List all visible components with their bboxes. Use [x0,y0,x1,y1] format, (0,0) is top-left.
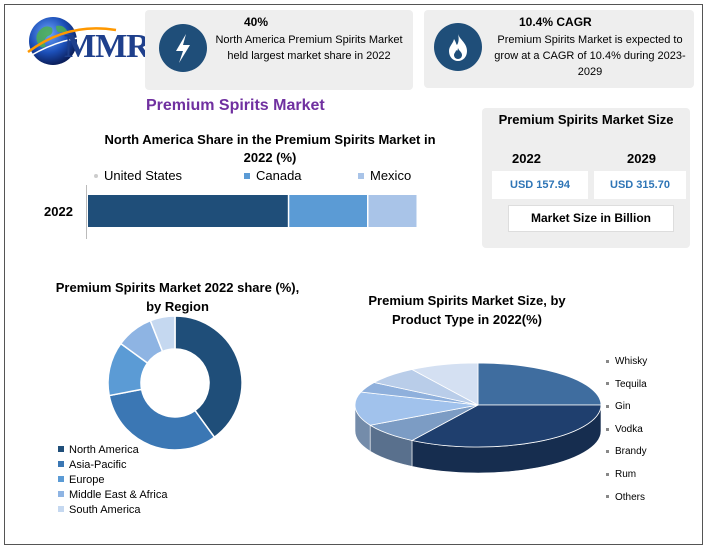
donut-chart [107,315,243,451]
legend-swatch [244,172,250,179]
bar-category-label: 2022 [44,204,73,219]
legend-swatch [58,461,64,468]
donut-slice-asia-pacific [108,388,216,451]
legend-item: North America [58,443,167,458]
legend-item: Gin [606,400,647,423]
legend-swatch [358,172,364,179]
donut-slice-south-america [149,315,176,353]
legend-dot [606,450,609,454]
legend-swatch [58,506,64,513]
value-start: USD 157.94 [492,171,588,199]
legend-item: Middle East & Africa [58,488,167,503]
market-size-title: Premium Spirits Market Size [498,112,674,127]
stat-value: 40% [244,15,269,29]
pie-slice-whisky [477,362,602,406]
legend-item: South America [58,503,167,518]
stat-card-share: 40% North America Premium Spirits Market… [145,10,413,90]
donut-chart-title: Premium Spirits Market 2022 share (%), b… [55,280,300,314]
legend-dot [606,495,609,499]
logo-text: MMR [64,28,151,65]
legend-dot [606,382,609,386]
stat-card-cagr: 10.4% CAGR Premium Spirits Market is exp… [424,10,694,88]
donut-slice-north-america [174,315,243,439]
legend-item: Canada [244,168,302,183]
bar-chart-title: North America Share in the Premium Spiri… [104,132,436,165]
value-end: USD 315.70 [594,171,686,199]
stat-value: 10.4% CAGR [519,15,592,29]
pie-slice-others [410,362,479,406]
legend-item: Rum [606,468,647,491]
legend-item: Others [606,491,647,514]
market-size-card: Premium Spirits Market Size 2022 2029 US… [482,108,690,248]
stacked-bar-chart [88,195,417,227]
mmr-logo: MMR [20,12,151,72]
legend-swatch [58,476,64,483]
infographic-frame [4,4,703,545]
lightning-icon [159,24,207,72]
legend-item: Europe [58,473,167,488]
stat-text: North America Premium Spirits Market hel… [215,34,403,62]
stat-text: Premium Spirits Market is expected to gr… [494,34,686,78]
legend-dot [606,359,609,363]
bar-axis [86,185,87,239]
bar-segment-mexico [368,195,417,227]
page-title: Premium Spirits Market [146,97,325,114]
legend-item: Brandy [606,445,647,468]
flame-icon [434,23,482,71]
year-start: 2022 [512,151,541,166]
pie-3d-chart [354,362,602,474]
pie-slice-vodka [354,391,479,426]
legend-swatch [94,173,98,178]
donut-legend: North America Asia-Pacific Europe Middle… [58,443,167,518]
year-end: 2029 [627,151,656,166]
legend-dot [606,405,609,409]
legend-item: Tequila [606,378,647,401]
legend-swatch [58,491,64,498]
globe-icon [27,17,123,65]
legend-item: Mexico [358,168,411,183]
legend-item: Vodka [606,423,647,446]
pie-legend: Whisky Tequila Gin Vodka Brandy Rum Othe… [606,355,647,513]
legend-dot [606,472,609,476]
legend-item: Asia-Pacific [58,458,167,473]
bar-segment-canada [289,195,367,227]
pie-chart-title: Premium Spirits Market Size, by Product … [368,293,566,327]
bar-segment-united-states [88,195,288,227]
legend-swatch [58,446,64,453]
legend-dot [606,427,609,431]
legend-item: United States [94,168,182,183]
legend-item: Whisky [606,355,647,378]
unit-label: Market Size in Billion [508,205,674,232]
bar-chart-legend: United States Canada Mexico [90,168,420,184]
